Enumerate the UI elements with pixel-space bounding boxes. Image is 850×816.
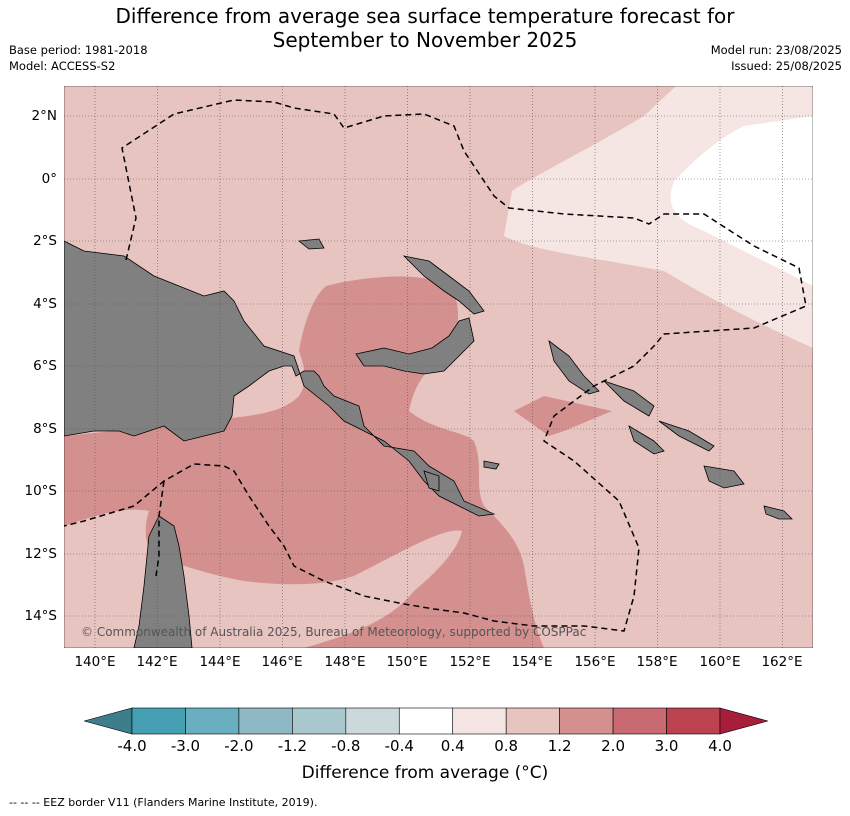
land-solomon-1 xyxy=(603,380,655,417)
colorbar-bin xyxy=(345,707,400,735)
colorbar-bin xyxy=(559,707,614,735)
lon-label-162e: 162°E xyxy=(761,654,803,670)
colorbar-tick-label: -1.2 xyxy=(277,737,307,755)
colorbar-bin xyxy=(185,707,240,735)
lon-label-154e: 154°E xyxy=(511,654,553,670)
colorbar-tick-label: 0.4 xyxy=(440,737,465,755)
land-solomon-5 xyxy=(763,505,793,520)
eez-border xyxy=(63,99,807,632)
colorbar-tick-label: -3.0 xyxy=(170,737,201,755)
colorbar-bin xyxy=(398,707,454,735)
eez-legend-note: -- -- -- EEZ border V11 (Flanders Marine… xyxy=(9,796,318,809)
land-solomon-2 xyxy=(658,420,715,452)
graticule xyxy=(64,86,813,648)
lat-label-12s: 12°S xyxy=(24,546,58,562)
colorbar-tick-label: -0.4 xyxy=(384,737,414,755)
colorbar-tick-label: 2.0 xyxy=(601,737,625,755)
lon-label-160e: 160°E xyxy=(699,654,741,670)
colorbar-bin xyxy=(666,707,721,735)
lon-label-156e: 156°E xyxy=(574,654,616,670)
colorbar-arrow-low xyxy=(82,707,133,735)
map-panel xyxy=(63,85,814,649)
lon-label-152e: 152°E xyxy=(449,654,491,670)
colorbar-bin xyxy=(238,707,293,735)
colorbar-svg xyxy=(82,707,770,735)
lon-label-158e: 158°E xyxy=(636,654,678,670)
land-bougainville xyxy=(548,340,600,395)
lon-label-150e: 150°E xyxy=(386,654,428,670)
lat-label-2n: 2°N xyxy=(31,108,57,124)
title-line-1: Difference from average sea surface temp… xyxy=(115,4,735,28)
meta-right: Model run: 23/08/2025 Issued: 25/08/2025 xyxy=(711,42,842,74)
land-islet-2 xyxy=(483,460,500,470)
land-solomon-3 xyxy=(703,465,745,489)
lat-label-2s: 2°S xyxy=(33,233,57,249)
lon-label-142e: 142°E xyxy=(136,654,178,670)
issued-date: Issued: 25/08/2025 xyxy=(731,59,842,73)
colorbar-tick-label: 0.8 xyxy=(494,737,519,755)
lat-label-6s: 6°S xyxy=(33,358,57,374)
colorbar-bin xyxy=(131,707,186,735)
land-new-guinea xyxy=(63,240,496,517)
meta-left: Base period: 1981-2018 Model: ACCESS-S2 xyxy=(9,42,148,74)
land-new-britain xyxy=(355,317,475,375)
colorbar-bin xyxy=(292,707,347,735)
title-line-2: September to November 2025 xyxy=(272,28,578,52)
colorbar-tick-label: 3.0 xyxy=(654,737,679,755)
lon-label-148e: 148°E xyxy=(324,654,366,670)
colorbar-tick-label: -2.0 xyxy=(224,737,254,755)
model-name: Model: ACCESS-S2 xyxy=(9,59,116,73)
lat-label-14s: 14°S xyxy=(24,608,58,624)
lon-label-146e: 146°E xyxy=(261,654,303,670)
colorbar-bin xyxy=(612,707,667,735)
lon-label-140e: 140°E xyxy=(74,654,116,670)
colorbar-tick-label: 1.2 xyxy=(547,737,572,755)
lat-label-4s: 4°S xyxy=(33,296,57,312)
copyright-notice: © Commonwealth of Australia 2025, Bureau… xyxy=(81,625,587,639)
base-period: Base period: 1981-2018 xyxy=(9,43,148,57)
colorbar-tick-label: 4.0 xyxy=(708,737,732,755)
anomaly-zone-1p2-2p0-east xyxy=(514,396,612,436)
land-cape-york xyxy=(133,515,193,649)
colorbar-tick-label: -0.8 xyxy=(331,737,361,755)
chart-title: Difference from average sea surface temp… xyxy=(0,4,850,52)
colorbar-arrow-high xyxy=(719,707,770,735)
lat-label-0: 0° xyxy=(41,171,57,187)
colorbar-bin xyxy=(505,707,560,735)
lat-label-10s: 10°S xyxy=(24,483,58,499)
colorbar-bin xyxy=(452,707,507,735)
map-canvas xyxy=(63,85,814,649)
colorbar xyxy=(82,702,770,742)
land-manus xyxy=(297,238,325,250)
lon-label-144e: 144°E xyxy=(199,654,241,670)
lat-label-8s: 8°S xyxy=(33,421,57,437)
colorbar-title: Difference from average (°C) xyxy=(301,763,549,783)
anomaly-zone-neutral xyxy=(670,116,813,286)
colorbar-tick-label: -4.0 xyxy=(117,737,147,755)
land-new-ireland xyxy=(402,255,485,315)
model-run: Model run: 23/08/2025 xyxy=(710,43,842,57)
land-solomon-4 xyxy=(628,425,665,455)
